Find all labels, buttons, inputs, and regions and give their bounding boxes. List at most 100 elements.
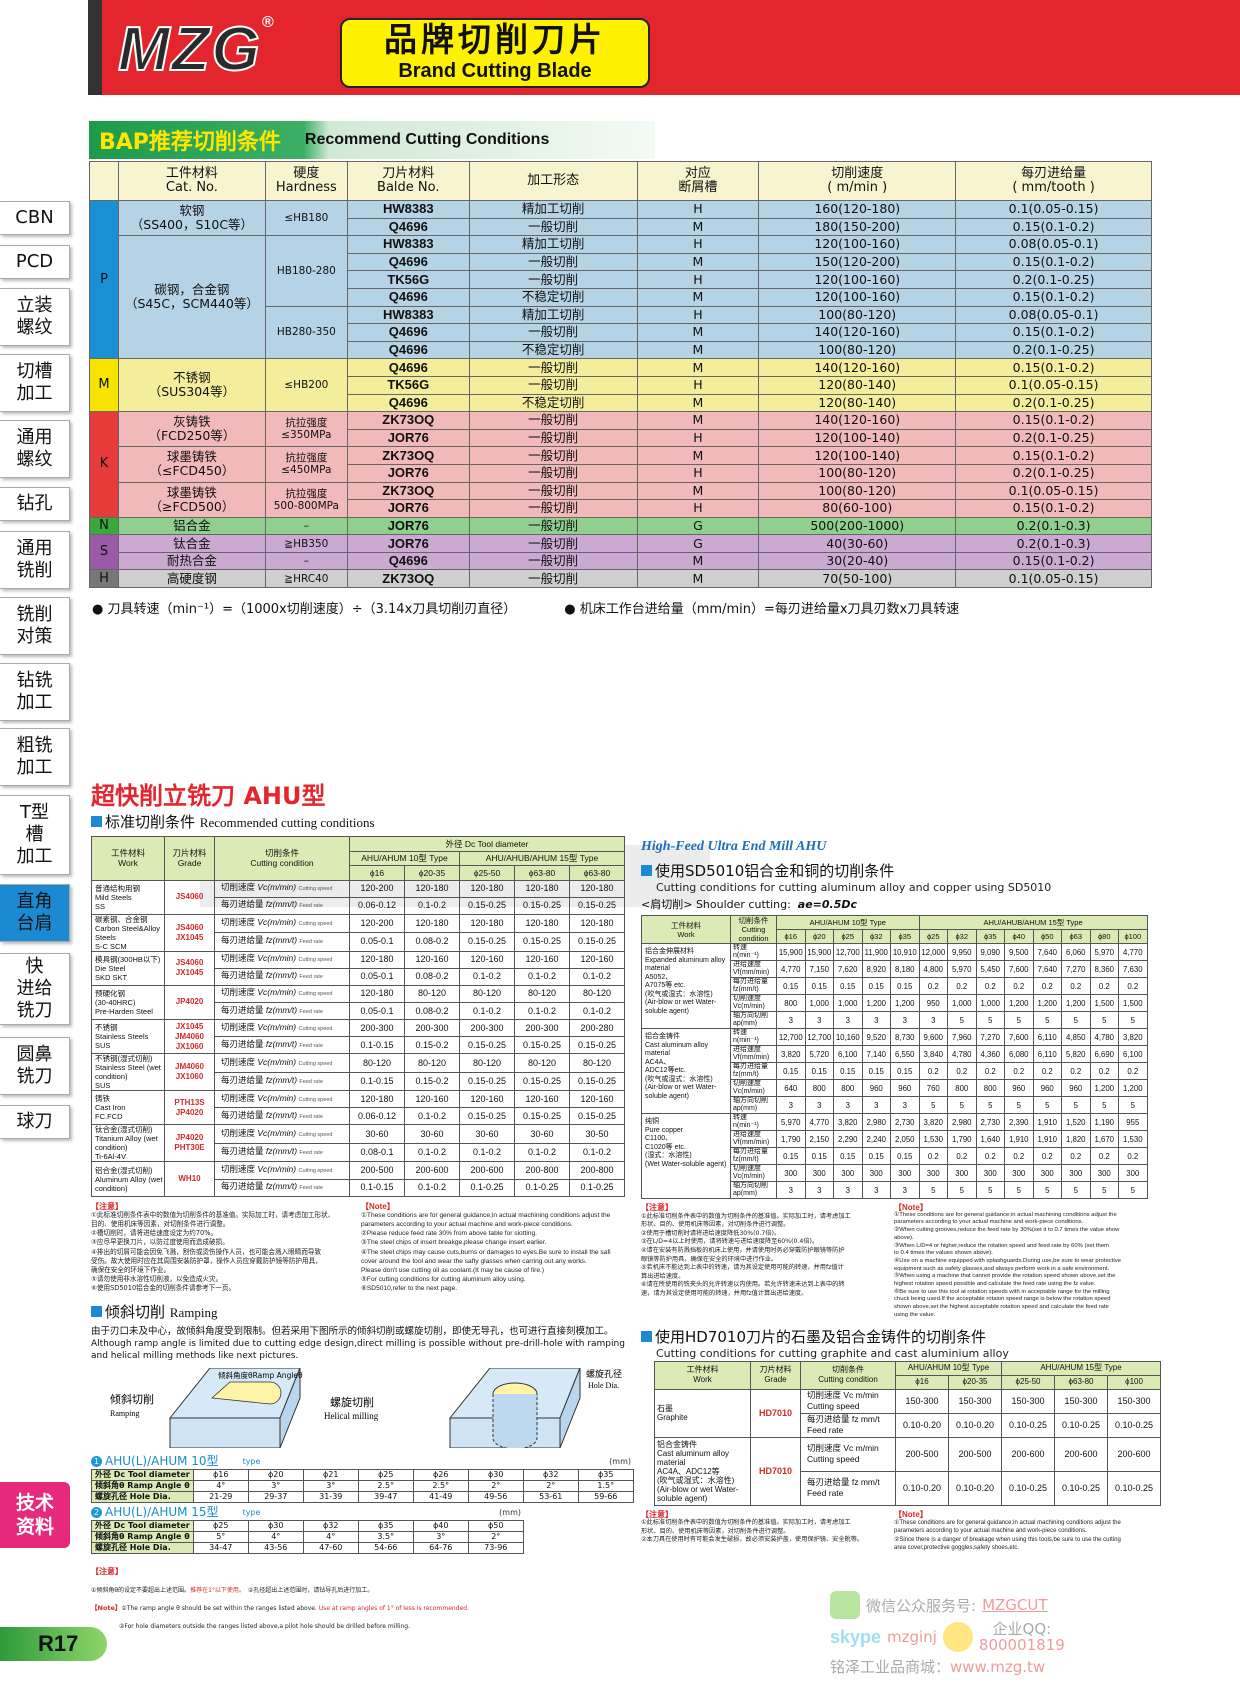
condition-value: 7,640 [1032, 960, 1063, 978]
sidebar-item[interactable]: 切槽 加工 [0, 354, 70, 412]
condition-en: Cutting speed [298, 1131, 333, 1138]
sd-title-cn: 使用SD5010铝合金和铜的切削条件 [655, 862, 895, 880]
table-row: 每刃进给量 fz mm/t Feed rate 0.10-0.20 0.10-0.2… [655, 1470, 1162, 1506]
sidebar-item[interactable]: 铣削 对策 [0, 597, 70, 655]
feed-rate-value: 0.15-0.25 [569, 1071, 625, 1092]
chipbreaker: M [636, 393, 760, 413]
feed-per-tooth: 0.15(0.1-0.2) [955, 358, 1152, 377]
cutting-speed: 100(80-120) [758, 463, 957, 483]
feed-rate-value: 0.15-0.25 [569, 1107, 625, 1126]
grade: HD7010 [750, 1436, 801, 1506]
hole-diameter-value: 29-37 [247, 1490, 304, 1503]
work-material: 铝合金铸件 Cast aluminum alloy material AC4A、… [654, 1436, 751, 1506]
sidebar-item[interactable]: 直角 台肩 [0, 884, 70, 942]
machining-type: 一般切削 [468, 411, 638, 430]
logo-text: MZG [117, 14, 262, 85]
diameter-header: ϕ35 [975, 929, 1006, 944]
table-row: 球墨铸铁 （≤FCD450） 抗拉强度 ≤450MPa ZK73OQ 一般切削 M 120… [89, 446, 1152, 483]
feed-per-tooth: 0.1(0.05-0.15) [955, 200, 1152, 219]
condition-value: 0.2 [918, 1062, 949, 1080]
ramp-angle-value: 5° [192, 1530, 249, 1543]
sidebar-item[interactable]: 立装 螺纹 [0, 288, 70, 346]
chipbreaker: M [636, 481, 760, 501]
condition-value: 0.2 [1032, 1147, 1063, 1165]
sidebar-item[interactable]: PCD [0, 245, 70, 279]
condition-value: 5 [947, 1096, 977, 1114]
qq-number[interactable]: 800001819 [978, 1636, 1065, 1654]
condition-value: 3 [804, 1011, 834, 1029]
condition-value: 0.15 [804, 1062, 834, 1080]
feed-rate-value: 0.10-0.25 [1001, 1470, 1056, 1506]
sidebar-item[interactable]: 通用 螺纹 [0, 420, 70, 478]
feed-rate-value: 0.1-0.25 [569, 1178, 625, 1197]
skype-id[interactable]: mzginj [887, 1628, 937, 1646]
feed-rate-value: 0.1-0.25 [514, 1178, 570, 1197]
grade: JM4060 JX1060 [164, 1053, 215, 1092]
table-row: HB280-350 HW8383 精加工切削 H 100(80-120) 0.08(0.0… [89, 305, 1152, 360]
note-text-highlight: Use at ramp angles of 1° of less is reco… [318, 1604, 469, 1612]
condition-cn: 每刃进给量 [221, 1075, 266, 1085]
chipbreaker: M [636, 217, 760, 237]
sidebar-item[interactable]: T型 槽 加工 [0, 795, 70, 875]
table-row: 进给速度 Vf(mm/min) 4,770 7,150 7,620 8,920 8,180… [642, 960, 1148, 978]
condition-value: 1,820 [1061, 1130, 1091, 1148]
shop-url[interactable]: www.mzg.tw [950, 1658, 1046, 1676]
cutting-condition: 每刃进给量 fz(mm/t) Feed rate [214, 1001, 350, 1021]
hole-diameter-value: 47-60 [302, 1541, 359, 1554]
condition-value: 960 [861, 1079, 891, 1097]
cutting-speed: 160(120-180) [758, 200, 957, 219]
condition-value: 3 [890, 1096, 920, 1114]
feed-rate-value: 0.15-0.25 [514, 1036, 570, 1055]
condition-value: 0.2 [1061, 1147, 1091, 1165]
sidebar-item[interactable]: CBN [0, 201, 70, 235]
cutting-condition: 切削速度 Vc(m/min) Cutting speed [214, 1161, 350, 1180]
cutting-condition: 每刃进给量 fz mm/t Feed rate [800, 1412, 896, 1438]
cutting-condition: 进给速度 Vf(mm/min) [730, 1045, 777, 1063]
table-header-row: ϕ16 ϕ20-35 ϕ25-50 ϕ63-80 ϕ100 [655, 1374, 1162, 1390]
sidebar-item[interactable]: 快 进给 铣刀 [0, 953, 70, 1025]
chipbreaker: H [636, 305, 760, 325]
condition-value: 1,000 [975, 994, 1006, 1012]
condition-value: 5 [1004, 1096, 1034, 1114]
cutting-speed-value: 120-180 [569, 913, 625, 934]
material-name: 软钢 （SS400，S10C等） [117, 199, 266, 237]
wechat-id[interactable]: MZGCUT [982, 1596, 1048, 1614]
sidebar-item[interactable]: 钻孔 [0, 487, 70, 521]
column-header: 工件材料 Work [641, 915, 731, 944]
sidebar-item[interactable]: 粗铣 加工 [0, 728, 70, 786]
tech-data-tab[interactable]: 技术 资料 [0, 1482, 70, 1548]
ramp-angle-value: 3.5° [357, 1530, 414, 1543]
condition-value: 3 [833, 1096, 863, 1114]
note-text: ①倾斜角θ的设定不要超出上述范围。 [91, 1586, 191, 1594]
condition-value: 0.2 [975, 1147, 1006, 1165]
tool-diameter-value: ϕ32 [302, 1519, 359, 1532]
feed-per-tooth: 0.15(0.1-0.2) [955, 323, 1152, 342]
cutting-speed-value: 30-60 [404, 1124, 460, 1144]
condition-value: 5,970 [1089, 943, 1120, 961]
sidebar-item[interactable]: 圆鼻 铣刀 [0, 1037, 70, 1095]
hole-diameter-value: 59-66 [577, 1490, 634, 1503]
feed-rate-value: 0.10-0.25 [1107, 1470, 1162, 1506]
condition-value: 3 [861, 1011, 891, 1029]
note-heading: 【注意】 [91, 1201, 123, 1211]
number-circle-icon: 1 [91, 1455, 102, 1467]
ahu-left-column: 超快削立铣刀 AHU型 标准切削条件 Recommended cutting c… [91, 781, 636, 1640]
column-header: 硬度 Hardness [264, 161, 348, 201]
condition-value: 3 [833, 1011, 863, 1029]
condition-value: 1,500 [1089, 994, 1120, 1012]
sidebar-item[interactable]: 钻铣 加工 [0, 663, 70, 721]
table-row: 轴方向切削 ap(mm) 3 3 3 3 3 3 5 5 5 5 5 5 5 [642, 1011, 1148, 1029]
condition-value: 5 [1118, 1181, 1148, 1199]
condition-value: 7,270 [1061, 960, 1091, 978]
hd-notes-en: 【Note】 ①These conditions are for general … [894, 1510, 1161, 1553]
condition-value: 0.2 [1118, 1147, 1148, 1165]
type-15-header: AHU/AHUB/AHUM 15型 Type [918, 915, 1148, 930]
condition-value: 0.15 [890, 1062, 920, 1080]
cutting-speed-value: 200-600 [1107, 1436, 1162, 1472]
cutting-condition: 转速 n(min⁻¹) [730, 1028, 777, 1046]
sidebar-item[interactable]: 通用 铣削 [0, 531, 70, 589]
cutting-speed-value: 200-800 [569, 1161, 625, 1180]
condition-value: 6,060 [1061, 943, 1091, 961]
ramp-tables: 1 AHU(L)/AHUM 10型 type (mm) 外径 Dc Tool diame… [91, 1454, 636, 1554]
sidebar-item[interactable]: 球刀 [0, 1105, 70, 1139]
